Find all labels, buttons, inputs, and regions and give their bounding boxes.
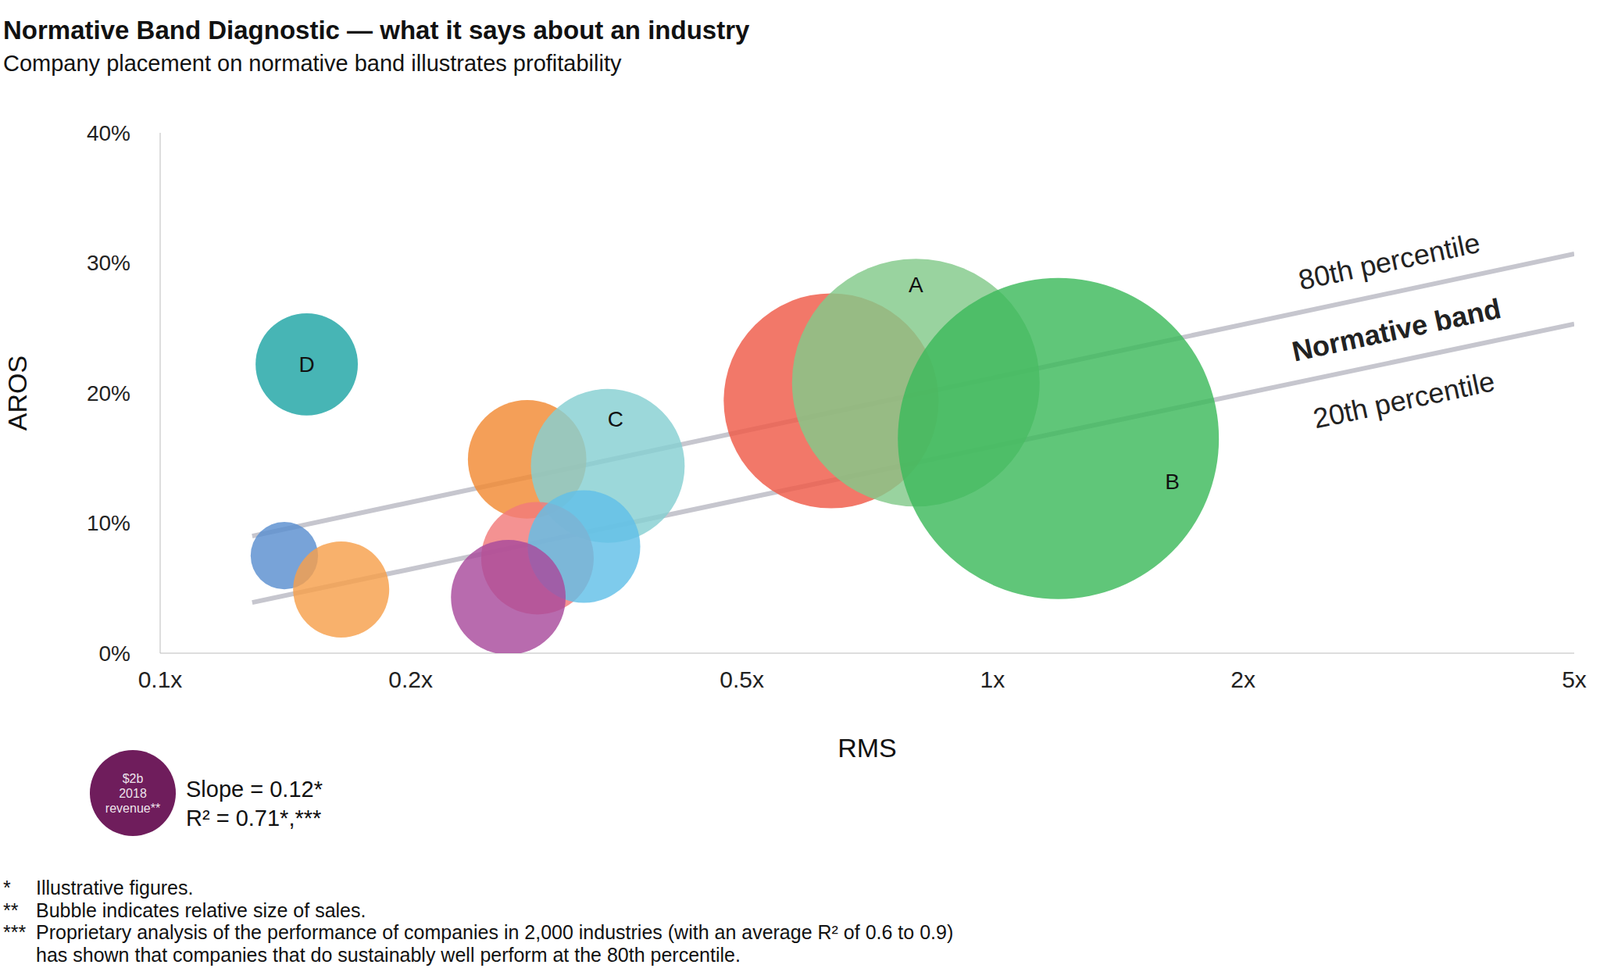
svg-text:C: C — [607, 407, 624, 432]
svg-text:20th percentile: 20th percentile — [1310, 364, 1498, 435]
svg-text:0.1x: 0.1x — [138, 666, 183, 693]
html-text:Bubble indicates relative size: Bubble indicates relative size of sales. — [35, 898, 367, 921]
svg-text:0%: 0% — [99, 641, 131, 666]
svg-text:Normative band: Normative band — [1289, 292, 1504, 368]
svg-text:AROS: AROS — [6, 355, 33, 431]
svg-text:0.5x: 0.5x — [719, 666, 765, 693]
html-text:has shown that companies that: has shown that companies that do sustain… — [35, 943, 741, 966]
svg-text:2x: 2x — [1230, 666, 1256, 693]
html-text:Normative Band Diagnostic — wh: Normative Band Diagnostic — what it says… — [3, 15, 750, 45]
svg-text:$2b: $2b — [122, 771, 144, 786]
svg-text:D: D — [298, 352, 315, 377]
svg-text:A: A — [908, 272, 924, 297]
html-text:Proprietary analysis of the pe: Proprietary analysis of the performance … — [35, 921, 954, 943]
svg-text:RMS: RMS — [837, 732, 897, 763]
svg-text:40%: 40% — [86, 121, 131, 146]
svg-text:revenue**: revenue** — [105, 801, 161, 815]
svg-text:B: B — [1164, 469, 1180, 494]
svg-text:80th percentile: 80th percentile — [1295, 226, 1483, 297]
svg-text:0.2x: 0.2x — [388, 666, 433, 693]
svg-text:R² = 0.71*,***: R² = 0.71*,*** — [185, 805, 322, 831]
svg-text:20%: 20% — [86, 381, 131, 406]
html-text:Company placement on normative: Company placement on normative band illu… — [3, 50, 622, 76]
html-text:Illustrative figures.: Illustrative figures. — [35, 876, 194, 899]
svg-text:1x: 1x — [980, 666, 1006, 693]
svg-text:10%: 10% — [86, 510, 131, 536]
svg-text:30%: 30% — [86, 250, 131, 275]
svg-text:5x: 5x — [1561, 666, 1587, 693]
svg-text:2018: 2018 — [118, 786, 147, 800]
svg-text:Slope = 0.12*: Slope = 0.12* — [185, 776, 323, 802]
